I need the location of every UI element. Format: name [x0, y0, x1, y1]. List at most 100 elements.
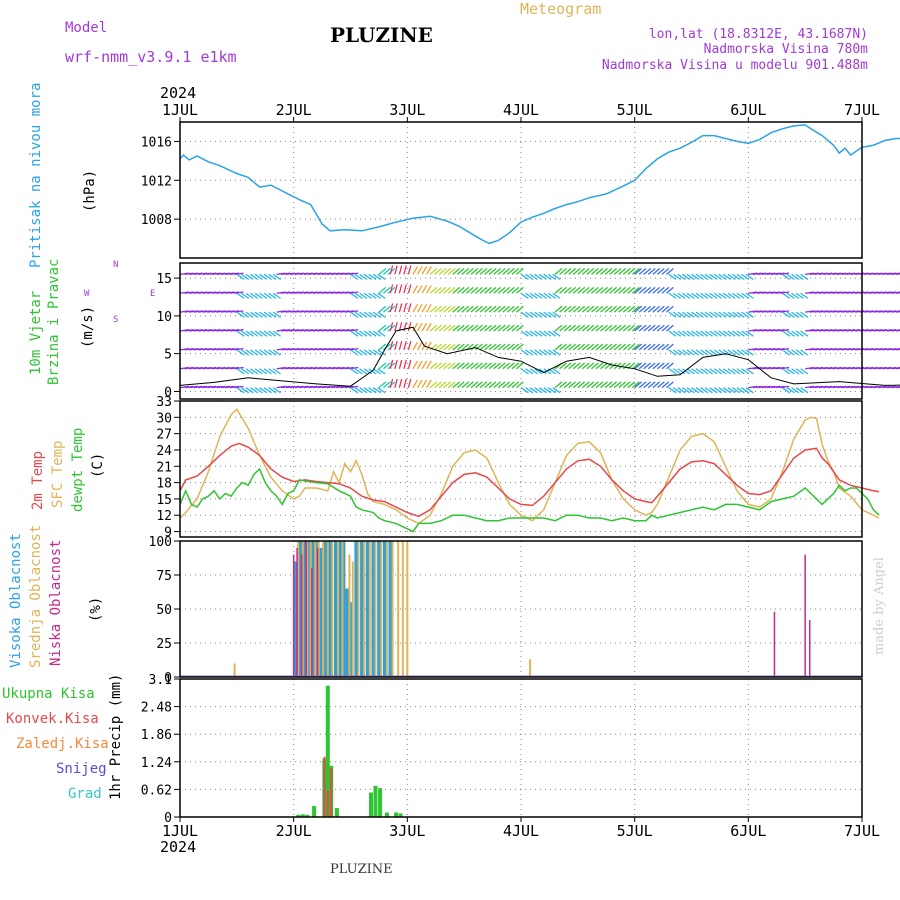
wind-arrow — [466, 268, 474, 275]
wind-arrow — [426, 303, 432, 313]
wind-arrow — [809, 329, 819, 332]
wind-arrow — [836, 347, 846, 351]
wind-arrow — [475, 381, 483, 389]
wind-arrow — [383, 362, 391, 370]
wind-arrow — [350, 292, 359, 299]
wind-arrow — [529, 292, 538, 299]
wind-arrow — [868, 329, 878, 332]
wind-y-tick-label: 15 — [156, 272, 172, 287]
wind-arrow — [563, 305, 572, 313]
wind-arrow — [586, 324, 595, 332]
wind-arrow — [622, 343, 631, 351]
wind-arrow — [426, 379, 432, 388]
wind-arrow — [234, 329, 244, 332]
wind-arrow — [732, 273, 741, 281]
wind-arrow — [234, 366, 244, 370]
wind-arrow — [686, 368, 695, 375]
wind-arrow — [543, 292, 552, 299]
tick-labels: 1008101210160510159121518212427303302550… — [141, 101, 880, 840]
wind-arrow — [786, 387, 795, 394]
wind-arrow — [236, 311, 245, 318]
wind-arrow — [695, 349, 704, 356]
wind-arrow — [677, 387, 686, 394]
year-label-bottom: 2024 — [160, 838, 197, 856]
wind-arrow — [321, 329, 332, 332]
wind-arrow — [800, 311, 809, 318]
wind-arrow — [506, 286, 515, 294]
wind-arrow — [572, 343, 581, 351]
wind-arrow — [488, 286, 497, 294]
wind-arrow — [493, 343, 502, 351]
wind-arrow — [700, 292, 709, 299]
chart-series — [179, 124, 900, 817]
mid-cloud-bar — [351, 561, 354, 677]
wind-arrow — [438, 343, 447, 351]
wind-arrow — [604, 343, 613, 351]
wind-arrow — [245, 387, 254, 394]
wind-arrow — [202, 366, 212, 370]
wind-arrow — [656, 362, 665, 370]
wind-arrow — [377, 273, 386, 281]
wind-arrow — [241, 349, 250, 356]
wind-arrow — [389, 303, 394, 313]
wind-arrow — [618, 343, 627, 351]
wind-arrow — [591, 324, 599, 332]
low-cloud-bar — [296, 547, 298, 677]
wind-arrow — [770, 329, 781, 332]
wind-arrow — [618, 268, 627, 275]
wind-arrow — [493, 305, 502, 313]
wind-arrow — [403, 265, 407, 275]
wind-arrow — [484, 362, 492, 370]
wind-arrow — [479, 305, 488, 313]
wind-arrow — [795, 368, 804, 375]
wind-arrow — [250, 330, 259, 337]
wind-arrow — [378, 268, 387, 275]
wind-arrow — [363, 273, 372, 281]
temperature-y-tick-label: 33 — [156, 395, 172, 410]
total-precip-bar — [300, 814, 305, 817]
wind-arrow — [782, 273, 791, 281]
high-cloud-bar — [348, 602, 353, 677]
wind-arrow — [732, 330, 741, 337]
wind-arrow — [709, 273, 718, 281]
wind-arrow — [394, 303, 398, 313]
wind-arrow — [563, 268, 572, 275]
wind-arrow — [547, 292, 557, 299]
wind-arrow — [417, 379, 423, 388]
model-name: wrf-nmm_v3.9.1 e1km — [65, 48, 237, 66]
wind-arrow — [475, 343, 483, 351]
wind-arrow — [748, 366, 758, 370]
wind-arrow — [394, 341, 398, 351]
total-precip-bar — [394, 812, 398, 817]
wind-arrow — [516, 381, 524, 389]
wind-arrow — [534, 368, 543, 375]
wind-arrow — [745, 349, 754, 356]
wind-arrow — [372, 273, 381, 281]
clouds-y-tick-label: 25 — [156, 637, 172, 652]
wind-arrow — [268, 330, 277, 337]
wind-arrow — [456, 343, 465, 351]
temp-dewpt-title: dewpt Temp — [70, 427, 86, 512]
temperature-y-tick-label: 9 — [164, 526, 172, 541]
wind-arrow — [417, 303, 423, 313]
wind-arrow — [609, 381, 618, 389]
wind-arrow — [627, 381, 636, 389]
wind-arrow — [595, 362, 604, 370]
wind-arrow — [466, 362, 474, 370]
wind-arrow — [661, 286, 670, 294]
wind-arrow — [443, 268, 452, 275]
wind-arrow — [647, 362, 656, 370]
wind-arrow — [757, 329, 767, 332]
wind-arrow — [609, 362, 618, 370]
wind-arrow — [383, 381, 391, 389]
wind-arrow — [407, 378, 412, 388]
wind-arrow — [581, 268, 590, 275]
temperature-y-tick-label: 30 — [156, 411, 172, 426]
wind-arrow — [429, 305, 438, 313]
wind-arrow — [511, 343, 520, 351]
wind-arrow — [543, 368, 552, 375]
wind-arrow — [627, 286, 636, 294]
wind-arrow — [634, 286, 643, 294]
total-precip-bar — [312, 805, 317, 817]
wind-arrow — [775, 347, 785, 351]
